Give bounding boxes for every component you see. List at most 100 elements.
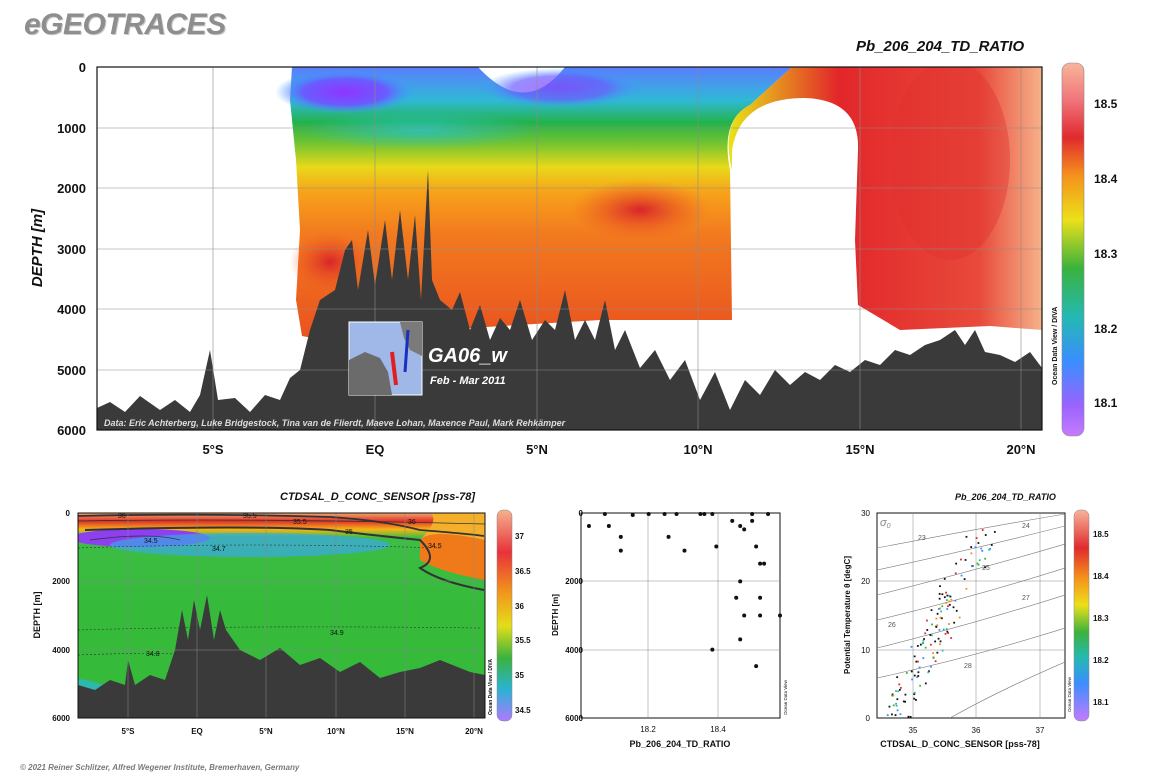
profile-point [630,513,635,518]
ts-point [898,688,901,691]
ts-point [944,632,947,635]
ts-point [924,632,927,635]
ts-point [937,608,940,610]
sal-contour-label: 34.5 [428,543,442,550]
ts-ytick: 20 [861,577,870,586]
ts-point [937,637,940,640]
profile-ylabel: DEPTH [m] [551,594,560,636]
profile-point [738,579,743,584]
ts-density-label: 23 [918,535,926,542]
ts-point [895,702,897,705]
profile-point [762,561,767,566]
salinity-title: CTDSAL_D_CONC_SENSOR [pss-78] [280,491,475,503]
ts-point [939,607,941,610]
ts-point [930,609,933,612]
ts-point [891,693,894,696]
sal-cbar-tick: 37 [515,532,524,541]
main-xtick: 5°S [202,442,223,457]
profile-point [730,518,735,523]
ts-point [940,610,942,613]
ts-point [947,605,949,608]
ts-point [891,694,893,697]
profile-point [646,512,651,517]
main-ytick: 0 [79,60,86,75]
ts-point [952,606,955,609]
ts-point [955,562,958,565]
ts-point [984,566,986,569]
ts-point [940,617,943,620]
sal-cbar-tick: 35 [515,671,524,680]
ts-cbar-tick: 18.3 [1093,614,1109,623]
ts-point [926,629,929,631]
profile-point [674,512,679,517]
ts-point [895,704,898,707]
main-bathymetry [97,170,1042,430]
ts-point [916,645,919,647]
main-xtick: 15°N [845,442,874,457]
ts-point [954,599,957,602]
ts-point [984,534,987,536]
profile-watermark: Ocean Data View [783,679,788,715]
ts-point [990,544,993,546]
ts-point [896,676,899,679]
sal-cbar-tick: 36.5 [515,567,531,576]
profile-point [710,647,715,652]
profile-ytick: 4000 [565,646,583,655]
ts-point [935,626,938,628]
main-section-chart: 0 1000 2000 3000 4000 5000 6000 5°S EQ 5… [29,60,1118,457]
sal-cbar-tick: 34.5 [515,706,531,715]
ts-point [915,660,918,663]
ts-ytick: 0 [866,714,871,723]
ts-sigma-label: σ0 [880,517,891,530]
section-name: GA06_w [428,345,507,367]
main-xtick: EQ [366,442,385,457]
main-ytick: 2000 [57,181,86,196]
ts-point [955,609,958,612]
ts-point [899,686,902,689]
sal-watermark: Ocean Data View / DIVA [488,659,494,715]
profile-point [618,548,623,553]
profile-point [766,512,771,517]
ts-point [932,656,935,659]
ts-point [904,693,907,696]
ts-point [934,640,937,643]
ts-point [984,557,987,560]
ts-point [916,676,919,678]
ts-point [953,621,956,624]
sal-xtick: 20°N [465,727,483,736]
ts-point [899,713,902,716]
profile-points [586,512,782,669]
ts-cbar-tick: 18.5 [1093,530,1109,539]
profile-ytick: 6000 [565,714,583,723]
profile-point [710,512,715,517]
ts-point [924,682,927,685]
profile-point [682,548,687,553]
ts-point [917,675,920,677]
ts-point [939,640,942,643]
ts-point [931,623,933,626]
ts-point [936,624,939,627]
salinity-bathymetry [78,595,485,718]
ts-point [919,643,922,646]
section-inset-map [348,321,423,396]
ts-point [947,594,950,597]
ts-point [945,602,948,604]
ts-point [947,632,950,634]
ts-diagram: 23 24 25 26 27 28 σ0 30 20 10 0 35 36 37… [843,509,1109,749]
ts-point [950,598,953,601]
ts-point [938,592,941,595]
sal-contour-label: 34.5 [144,538,158,545]
profile-point [750,518,755,523]
main-cbar-tick: 18.2 [1094,322,1118,336]
ts-point [913,655,916,658]
ts-watermark: Ocean Data View [1067,676,1072,712]
main-watermark: Ocean Data View / DIVA [1052,307,1059,385]
ts-point [919,684,921,687]
ts-density-label: 25 [982,565,990,572]
ts-point [907,715,910,718]
sal-xtick: 15°N [396,727,414,736]
ts-point [910,645,913,648]
profile-point [698,512,703,517]
profile-point [778,613,782,618]
sal-contour-label: 35 [345,529,353,536]
